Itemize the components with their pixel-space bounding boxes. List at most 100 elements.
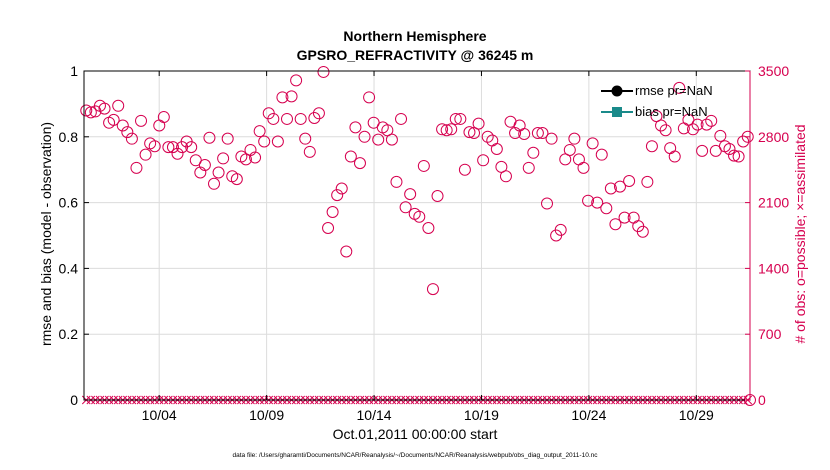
possible-obs-point bbox=[582, 194, 595, 207]
left-y-tick-label: 0.2 bbox=[59, 326, 79, 342]
possible-obs-point bbox=[572, 153, 585, 166]
possible-obs-point bbox=[545, 132, 558, 145]
possible-obs-point bbox=[454, 112, 467, 125]
possible-obs-point bbox=[440, 124, 453, 137]
possible-obs-point bbox=[344, 150, 357, 163]
possible-obs-point bbox=[322, 221, 335, 234]
possible-obs-point bbox=[563, 143, 576, 156]
possible-obs-point bbox=[203, 131, 216, 144]
possible-obs-point bbox=[458, 163, 471, 176]
possible-obs-point bbox=[422, 221, 435, 234]
possible-obs-point bbox=[84, 106, 97, 119]
possible-obs-point bbox=[125, 132, 138, 145]
possible-obs-point bbox=[591, 196, 604, 209]
left-y-tick-label: 0.4 bbox=[59, 260, 79, 276]
possible-obs-point bbox=[664, 142, 677, 155]
possible-obs-point bbox=[641, 175, 654, 188]
possible-obs-point bbox=[130, 161, 143, 174]
possible-obs-point bbox=[135, 114, 148, 127]
x-tick-label: 10/09 bbox=[249, 407, 284, 423]
possible-obs-point bbox=[737, 135, 750, 148]
possible-obs-point bbox=[426, 283, 439, 296]
possible-obs-point bbox=[431, 190, 444, 203]
possible-obs-point bbox=[732, 150, 745, 163]
possible-obs-point bbox=[395, 112, 408, 125]
left-y-tick-label: 0.8 bbox=[59, 129, 79, 145]
chart-title: Northern Hemisphere bbox=[343, 28, 487, 44]
possible-obs-point bbox=[449, 112, 462, 125]
possible-obs-point bbox=[239, 153, 252, 166]
possible-obs-point bbox=[290, 74, 303, 87]
possible-obs-point bbox=[559, 153, 572, 166]
possible-obs-point bbox=[381, 124, 394, 137]
possible-obs-point bbox=[139, 148, 152, 161]
x-tick-label: 10/14 bbox=[357, 407, 392, 423]
possible-obs-point bbox=[645, 140, 658, 153]
possible-obs-point bbox=[595, 148, 608, 161]
possible-obs-point bbox=[472, 117, 485, 130]
possible-obs-point bbox=[267, 112, 280, 125]
possible-obs-point bbox=[107, 113, 120, 126]
possible-obs-point bbox=[194, 166, 207, 179]
possible-obs-point bbox=[276, 91, 289, 104]
possible-obs-point bbox=[308, 112, 321, 124]
possible-obs-point bbox=[518, 127, 531, 140]
left-y-tick-label: 0 bbox=[70, 392, 78, 408]
possible-obs-point bbox=[335, 182, 348, 195]
possible-obs-point bbox=[728, 149, 741, 162]
possible-obs-point bbox=[686, 123, 699, 136]
possible-obs-point bbox=[98, 102, 111, 115]
x-tick-label: 10/19 bbox=[464, 407, 499, 423]
legend-rmse-label: rmse pr=NaN bbox=[635, 83, 713, 98]
possible-obs-point bbox=[340, 245, 353, 258]
possible-obs-point bbox=[121, 126, 134, 139]
possible-obs-point bbox=[696, 144, 709, 157]
x-axis-label: Oct.01,2011 00:00:00 start bbox=[332, 426, 498, 442]
grid-lines bbox=[84, 71, 750, 400]
possible-obs-point bbox=[363, 91, 376, 104]
possible-obs-point bbox=[495, 160, 508, 173]
legend-item-bias: bias pr=NaN bbox=[599, 103, 729, 121]
possible-obs-point bbox=[700, 118, 713, 131]
possible-obs-point bbox=[668, 150, 681, 163]
possible-obs-point bbox=[481, 130, 494, 143]
possible-obs-point bbox=[148, 140, 161, 153]
possible-obs-point bbox=[404, 188, 417, 201]
legend-item-rmse: rmse pr=NaN bbox=[599, 82, 729, 100]
possible-obs-point bbox=[294, 112, 307, 125]
possible-obs-point bbox=[171, 147, 184, 160]
possible-obs-point bbox=[714, 129, 727, 142]
possible-obs-point bbox=[536, 127, 549, 140]
legend: rmse pr=NaN bias pr=NaN bbox=[599, 80, 729, 122]
possible-obs-point bbox=[541, 197, 554, 210]
possible-obs-point bbox=[358, 130, 371, 143]
possible-obs-point bbox=[600, 202, 613, 215]
possible-obs-point bbox=[217, 152, 230, 165]
possible-obs-point bbox=[436, 123, 449, 136]
possible-obs-point bbox=[741, 130, 754, 143]
legend-rmse-marker-icon bbox=[601, 85, 633, 97]
possible-obs-point bbox=[477, 154, 490, 167]
possible-obs-point bbox=[244, 143, 257, 156]
axis-ticks: 0 0 0.2 700 0.4 1400 0.6 2100 0.8 2800 1 3500 10/04 1… bbox=[59, 63, 790, 423]
possible-obs-point bbox=[349, 121, 362, 134]
possible-obs-point bbox=[285, 90, 298, 103]
possible-obs-point bbox=[673, 81, 686, 94]
possible-obs-point bbox=[208, 177, 221, 190]
possible-obs-point bbox=[604, 182, 617, 195]
possible-obs-point bbox=[280, 112, 293, 125]
possible-obs-point bbox=[326, 206, 339, 218]
possible-obs-point bbox=[312, 107, 325, 120]
possible-obs-point bbox=[659, 124, 672, 137]
possible-obs-point bbox=[353, 157, 366, 170]
possible-obs-point bbox=[650, 110, 663, 123]
possible-obs-point bbox=[212, 166, 225, 179]
possible-obs-point bbox=[271, 135, 284, 148]
right-y-tick-label: 1400 bbox=[758, 260, 789, 276]
possible-obs-point bbox=[691, 118, 704, 131]
x-tick-label: 10/29 bbox=[679, 407, 714, 423]
possible-obs-point bbox=[162, 141, 175, 154]
possible-obs-point bbox=[499, 170, 512, 183]
x-tick-label: 10/04 bbox=[142, 407, 177, 423]
possible-obs-point bbox=[463, 126, 476, 139]
